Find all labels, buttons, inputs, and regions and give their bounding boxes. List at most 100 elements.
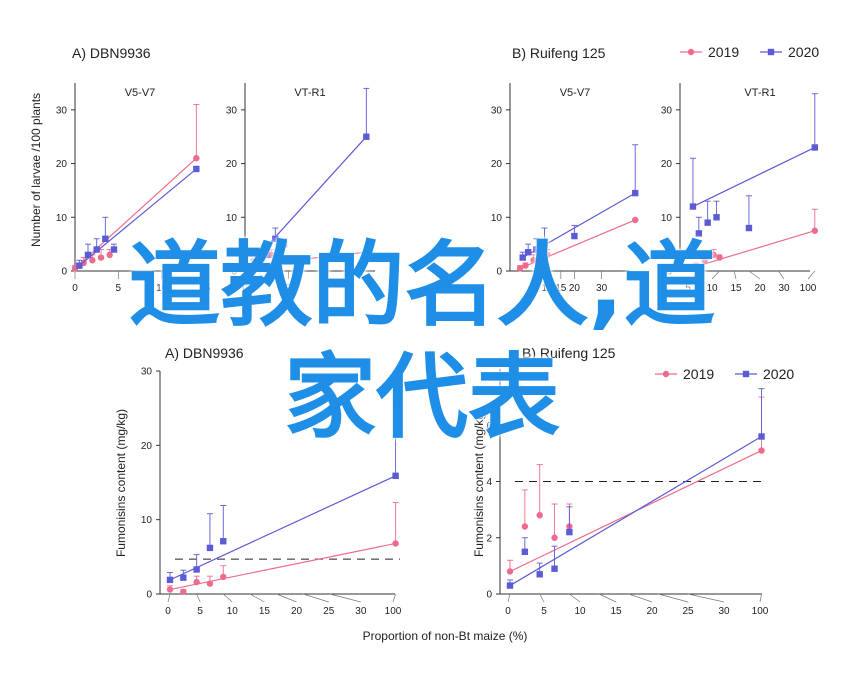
x-tick-label: 20 <box>754 283 766 294</box>
y-tick-label: 0 <box>496 267 502 278</box>
data-point <box>536 571 543 578</box>
y-tick-label: 10 <box>141 515 153 526</box>
x-tick-label: 10 <box>227 606 239 617</box>
x-tick-label: 5 <box>197 606 203 617</box>
x-tick-connector <box>196 593 201 603</box>
x-tick-label: 0 <box>165 606 171 617</box>
x-tick-label: 20 <box>646 606 658 617</box>
data-point <box>811 144 818 151</box>
data-point <box>533 246 540 253</box>
data-point <box>713 214 720 221</box>
x-tick-connector <box>759 593 762 603</box>
data-point <box>538 254 545 261</box>
y-tick-label: 30 <box>491 105 503 116</box>
data-point <box>363 133 370 140</box>
x-tick-label: 0 <box>242 283 248 294</box>
data-point <box>632 216 639 224</box>
data-point <box>206 544 214 552</box>
series-2019 <box>166 502 399 595</box>
x-tick-connector <box>223 593 233 603</box>
x-tick-connector <box>303 593 329 603</box>
series-2020 <box>519 144 639 261</box>
x-tick-connector <box>658 593 689 603</box>
series-2020 <box>689 93 818 237</box>
x-tick-connector <box>249 593 265 603</box>
data-point <box>97 254 105 261</box>
x-tick-connector <box>598 593 617 603</box>
x-tick-label: 15 <box>610 606 622 617</box>
series-line <box>522 192 636 259</box>
series-line <box>692 146 816 208</box>
data-point <box>692 262 700 269</box>
series-line <box>519 219 636 269</box>
data-point <box>758 447 765 454</box>
panel-label: B) Ruifeng 125 <box>522 345 616 361</box>
data-point <box>686 265 694 272</box>
data-point <box>363 249 370 256</box>
data-point <box>541 240 548 248</box>
x-tick-connector <box>628 593 653 603</box>
x-tick-label: 100 <box>800 283 817 294</box>
x-tick-label: 10 <box>706 283 718 294</box>
legend-label: 2019 <box>683 366 714 382</box>
data-point <box>392 472 399 480</box>
y-tick-label: 0 <box>231 267 237 278</box>
data-point <box>392 540 399 547</box>
x-tick-label: 5 <box>116 283 122 294</box>
legend: 2019 2020 <box>680 44 819 60</box>
y-tick-label: 20 <box>661 159 673 170</box>
data-point <box>745 224 753 232</box>
data-point <box>102 235 109 242</box>
y-tick-label: 30 <box>226 105 238 116</box>
data-point <box>220 538 227 545</box>
x-tick-label: 10 <box>542 283 554 294</box>
data-point <box>530 257 537 264</box>
data-point <box>521 548 529 556</box>
data-point <box>166 576 174 584</box>
x-tick-label: 25 <box>323 606 335 617</box>
data-point <box>689 203 697 210</box>
data-point <box>519 254 526 261</box>
panel-subtitle: V5-V7 <box>560 87 591 99</box>
data-point <box>811 227 818 234</box>
series-line <box>509 435 762 587</box>
x-tick-label: 100 <box>752 606 769 617</box>
x-tick-connector <box>687 270 705 280</box>
data-point <box>701 257 708 264</box>
y-tick-label: 20 <box>141 441 153 452</box>
data-point <box>166 586 174 593</box>
data-point <box>506 582 514 589</box>
chart-panel-1: 0 10 20 30 0 5 10 15 A) DBN9936 V5-V7 Number of la… <box>29 45 211 294</box>
data-point <box>246 262 253 269</box>
y-tick-label: 0 <box>146 590 152 601</box>
x-tick-label: 20 <box>569 283 581 294</box>
y-axis-title: Fumonisins content (mg/kg) <box>114 409 128 557</box>
x-tick-connector <box>733 270 737 280</box>
y-tick-label: 10 <box>661 213 673 224</box>
data-point <box>280 240 288 248</box>
x-tick-connector <box>807 270 816 280</box>
data-point <box>76 262 83 269</box>
x-tick-label: 15 <box>259 606 271 617</box>
x-tick-label: 0 <box>505 606 511 617</box>
panel-subtitle: V5-V7 <box>125 87 156 99</box>
y-tick-label: 0 <box>61 267 67 278</box>
x-tick-label: 5 <box>286 283 292 294</box>
legend-label: 2019 <box>708 44 739 60</box>
data-point <box>220 573 227 581</box>
data-point <box>758 433 765 440</box>
data-point <box>716 254 723 261</box>
x-tick-connector <box>329 593 361 603</box>
series-2019 <box>506 396 765 575</box>
legend-marker <box>687 48 695 56</box>
chart-panel-2: 0 10 20 30 0 5 VT-R1 <box>226 83 375 294</box>
series-2020 <box>506 388 765 589</box>
data-point <box>84 251 92 259</box>
x-tick-label: 0 <box>72 283 78 294</box>
data-point <box>89 257 96 264</box>
x-tick-label: 100 <box>385 606 402 617</box>
y-tick-label: 30 <box>661 105 673 116</box>
panel-label: B) Ruifeng 125 <box>512 45 606 61</box>
